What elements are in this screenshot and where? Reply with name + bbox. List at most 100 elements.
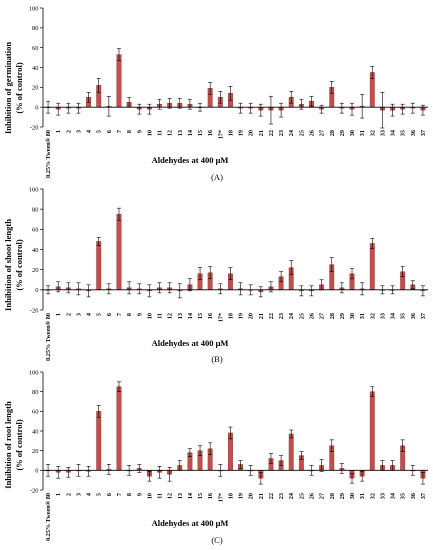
y-axis-unit: (% of control)	[14, 419, 24, 470]
y-tick-label: 100	[29, 186, 39, 193]
y-tick-label: 40	[32, 65, 39, 72]
x-tick-label: 11	[157, 130, 164, 136]
error-bar	[228, 426, 233, 440]
x-tick-label: 23	[278, 493, 285, 499]
x-tick-label: 30	[349, 130, 356, 136]
error-bar	[208, 266, 213, 280]
error-bar	[299, 285, 304, 297]
error-bar	[167, 97, 172, 109]
y-axis-title: Inhibition of root length	[3, 401, 13, 489]
error-bar	[390, 103, 395, 117]
y-tick-label: 80	[32, 25, 39, 32]
x-tick-label: 27	[319, 493, 326, 499]
x-tick-label: 4	[86, 130, 93, 133]
x-tick-label: 3	[75, 493, 82, 496]
error-bar	[279, 455, 284, 466]
error-bar	[116, 207, 121, 221]
x-tick-label: 35	[400, 493, 407, 499]
x-tick-label: 32	[369, 493, 376, 499]
error-bar	[86, 466, 91, 477]
x-tick-label: 3	[75, 313, 82, 316]
x-tick-label: 12	[167, 130, 174, 136]
error-bar	[127, 281, 132, 295]
x-tick-label: 30	[349, 313, 356, 319]
x-tick-label: 14	[187, 493, 194, 499]
y-tick-label: 0	[35, 468, 38, 475]
x-tick-label: 24	[288, 130, 295, 136]
error-bar	[299, 98, 304, 110]
error-bar	[198, 445, 203, 456]
error-bar	[46, 285, 51, 295]
error-bar	[96, 237, 101, 246]
x-tick-label: 15	[197, 493, 204, 499]
x-tick-label: 26	[308, 130, 315, 136]
error-bar	[329, 81, 334, 94]
error-bar	[56, 102, 61, 116]
error-bar	[319, 279, 324, 291]
error-bar	[279, 271, 284, 283]
x-tick-label: 24	[288, 493, 295, 499]
bar	[96, 241, 102, 291]
x-axis-title: Aldehydes at 400 μM	[152, 338, 229, 348]
error-bar	[106, 464, 111, 475]
x-tick-label: 35	[400, 130, 407, 136]
error-bar	[279, 102, 284, 118]
x-tick-label: 2	[65, 493, 72, 496]
x-tick-label: 16	[207, 130, 214, 136]
x-tick-label: 1	[55, 130, 62, 133]
error-bar	[157, 98, 162, 110]
error-bar	[187, 278, 192, 292]
x-tick-label: 4	[86, 313, 93, 316]
x-tick-label: 19	[238, 313, 245, 319]
x-tick-label: 18	[227, 313, 234, 319]
y-tick-label: 60	[32, 45, 39, 52]
error-bar	[46, 464, 51, 477]
x-tick-label: 25	[298, 313, 305, 319]
error-bar	[167, 467, 172, 482]
x-tick-label: 5	[96, 313, 103, 316]
panel-label: (A)	[211, 172, 223, 182]
y-tick-label: 60	[32, 409, 39, 416]
error-bar	[198, 267, 203, 281]
error-bar	[127, 96, 132, 108]
error-bar	[400, 103, 405, 115]
error-bar	[319, 459, 324, 472]
x-tick-label: 31	[359, 493, 366, 499]
error-bar	[86, 284, 91, 298]
panel-label: (B)	[211, 354, 223, 364]
error-bar	[66, 282, 71, 294]
x-tick-label: 8	[126, 313, 133, 316]
error-bar	[187, 448, 192, 457]
error-bar	[157, 466, 162, 479]
error-bar	[268, 453, 273, 464]
error-bar	[238, 282, 243, 296]
error-bar	[360, 93, 365, 119]
error-bar	[198, 102, 203, 112]
x-tick-label: 31	[359, 130, 366, 136]
bar	[96, 411, 102, 471]
x-tick-label: 9	[136, 130, 143, 133]
x-tick-label: 8	[126, 130, 133, 133]
x-tick-label: 16	[207, 493, 214, 499]
chart-germination: Inhibition of germination (% of control)…	[3, 5, 428, 182]
error-bar	[309, 465, 314, 476]
y-tick-label: 100	[29, 369, 39, 376]
error-bar	[350, 268, 355, 280]
x-tick-label: 28	[329, 313, 336, 319]
error-bar	[258, 103, 263, 117]
error-bar	[116, 381, 121, 392]
x-tick-label: 33	[379, 493, 386, 499]
bar	[288, 433, 294, 471]
x-tick-label: 25	[298, 130, 305, 136]
y-tick-label: -20	[30, 487, 39, 494]
error-bar	[177, 460, 182, 471]
x-tick-label: 33	[379, 313, 386, 319]
x-tick-label: 23	[278, 313, 285, 319]
x-tick-label: 2	[65, 313, 72, 316]
x-tick-label: 7	[116, 493, 123, 496]
x-tick-label: 27	[319, 313, 326, 319]
error-bar	[258, 471, 263, 485]
x-tick-label: 36	[410, 493, 417, 499]
error-bar	[248, 284, 253, 296]
